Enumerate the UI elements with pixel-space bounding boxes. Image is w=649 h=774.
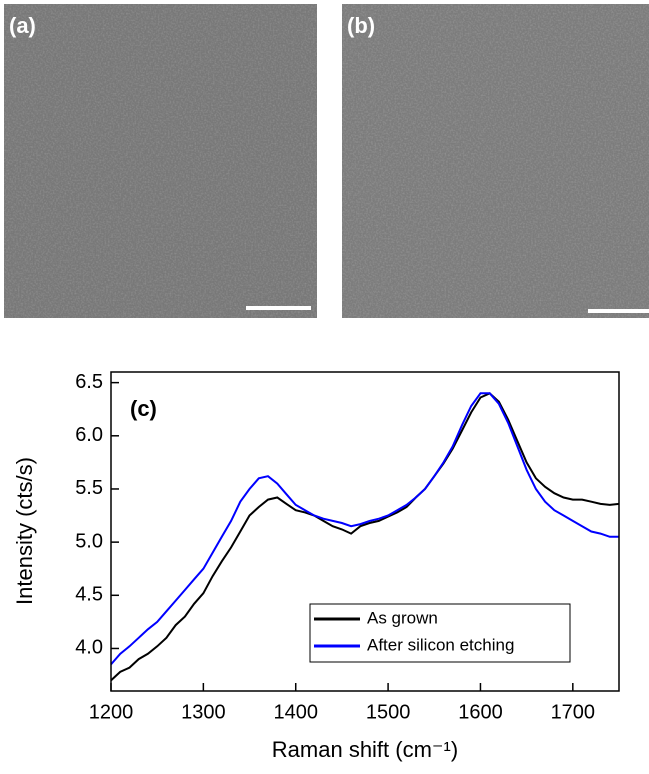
panel-label: (b) bbox=[347, 13, 375, 38]
y-tick-label: 5.5 bbox=[75, 477, 103, 499]
panel-label: (a) bbox=[9, 13, 36, 38]
y-tick-label: 4.5 bbox=[75, 584, 103, 606]
x-tick-label: 1200 bbox=[89, 701, 134, 723]
panel-label: (c) bbox=[130, 396, 157, 421]
x-tick-label: 1500 bbox=[366, 701, 411, 723]
scale-bar bbox=[246, 306, 311, 310]
sem-texture bbox=[4, 4, 317, 318]
y-tick-label: 4.0 bbox=[75, 637, 103, 659]
x-tick-label: 1700 bbox=[551, 701, 596, 723]
y-tick-label: 6.0 bbox=[75, 424, 103, 446]
x-tick-label: 1300 bbox=[181, 701, 226, 723]
legend-label: As grown bbox=[367, 608, 438, 627]
legend-box bbox=[309, 603, 571, 663]
legend-label: After silicon etching bbox=[367, 635, 514, 654]
y-tick-label: 5.0 bbox=[75, 530, 103, 552]
scale-bar bbox=[588, 309, 649, 313]
x-axis-label: Raman shift (cm⁻¹) bbox=[272, 737, 458, 762]
x-tick-label: 1600 bbox=[458, 701, 503, 723]
y-axis-label: Intensity (cts/s) bbox=[12, 457, 37, 605]
sem-texture bbox=[342, 4, 649, 318]
series-line bbox=[110, 392, 620, 682]
x-tick-label: 1400 bbox=[273, 701, 318, 723]
series-line bbox=[110, 392, 619, 666]
plot-frame bbox=[110, 371, 620, 692]
y-tick-label: 6.5 bbox=[75, 371, 103, 393]
